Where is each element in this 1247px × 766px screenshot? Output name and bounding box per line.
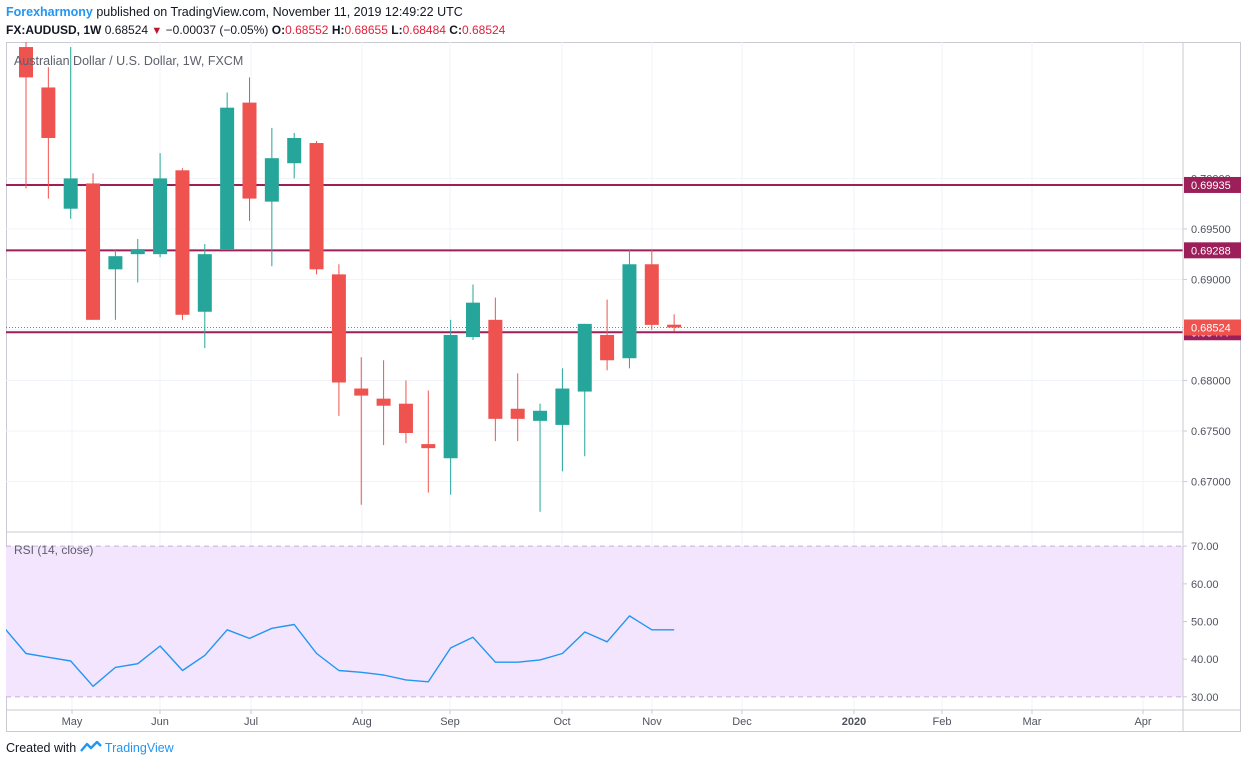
author-link[interactable]: Forexharmony [6,5,93,19]
rsi-tick-label: 50.00 [1191,617,1219,629]
chart-frame [6,42,1241,732]
price-tick-label: 0.69500 [1191,224,1231,236]
candle-body-down [41,87,56,138]
price-tick-label: 0.67500 [1191,426,1231,438]
price-tick-label: 0.67000 [1191,476,1231,488]
time-tick-label: Jun [151,716,169,728]
candle-body-up [466,302,480,338]
rsi-line [6,615,675,687]
level-label: 0.69935 [1191,180,1231,192]
time-tick-label: May [62,716,83,728]
last-price-label: 0.68524 [1191,323,1231,335]
open-label: O: [271,23,286,37]
candle-body-down [398,403,413,433]
candle-body-down [376,398,391,406]
candle-body-up [130,249,145,255]
time-tick-label: Mar [1023,716,1042,728]
candle-body-up [197,254,212,312]
rsi-line-group [6,615,675,687]
candle-body-up [108,256,123,270]
high-label: H: [331,23,345,37]
price-tick-label: 0.68000 [1191,375,1231,387]
low-value: 0.68484 [402,23,446,37]
candle-body-up [622,264,637,359]
candle-body-down [421,444,436,449]
open-value: 0.68552 [285,23,329,37]
chart-title: Australian Dollar / U.S. Dollar, 1W, FXC… [14,54,243,68]
candle-body-down [331,274,346,383]
candle-body-up [153,178,168,255]
footer: Created with TradingView [6,740,174,755]
time-tick-label: Oct [553,716,570,728]
symbol-label: FX:AUDUSD, 1W [6,23,102,37]
candle-body-up [555,388,570,425]
candle-body-down [86,183,101,320]
candle-body-down [309,143,324,270]
candles [19,42,682,512]
down-arrow-icon: ▼ [151,25,163,37]
chart-canvas[interactable]: 0.670000.675000.680000.685000.690000.695… [6,42,1241,732]
candle-body-up [63,178,78,209]
last-price: 0.68524 [104,23,149,37]
close-value: 0.68524 [461,23,506,37]
candle-body-down [644,264,659,325]
candle-body-up [577,323,592,392]
low-label: L: [391,23,403,37]
level-label-bg [1184,242,1241,259]
price-tick-label: 0.69000 [1191,274,1231,286]
rsi-tick-label: 60.00 [1191,579,1219,591]
rsi-band-fill [6,546,1183,697]
candle-body-up [287,137,302,164]
time-tick-label: Nov [642,716,662,728]
tradingview-logo-icon [79,740,102,752]
price-change: −0.00037 (−0.05%) [165,23,269,37]
tradingview-brand[interactable]: TradingView [104,741,174,755]
created-with-label: Created with [6,741,77,755]
candle-body-up [220,107,235,250]
close-label: C: [449,23,462,37]
candle-body-down [667,324,682,328]
candle-body-up [264,158,279,202]
time-tick-label: Aug [352,716,372,728]
rsi-tick-label: 70.00 [1191,541,1219,553]
rsi-band [6,545,1183,698]
candle-body-down [510,408,525,419]
candle-body-up [533,410,548,421]
time-tick-label: Jul [244,716,258,728]
candle-body-down [488,319,503,419]
ohlc-line: FX:AUDUSD, 1W 0.68524 ▼ −0.00037 (−0.05%… [6,23,505,37]
rsi-tick-label: 30.00 [1191,692,1219,704]
last-price-label-bg [1184,319,1241,336]
candle-body-down [19,47,33,78]
time-tick-label: Sep [440,716,460,728]
time-tick-label: Feb [933,716,952,728]
level-label: 0.69288 [1191,245,1231,257]
rsi-tick-label: 40.00 [1191,654,1219,666]
level-label-bg [1184,176,1241,193]
time-tick-label: 2020 [842,716,866,728]
chart-header: Forexharmony published on TradingView.co… [6,5,505,37]
publish-line: Forexharmony published on TradingView.co… [6,5,505,19]
time-tick-label: Dec [732,716,752,728]
candle-body-down [175,170,190,315]
publish-info: published on TradingView.com, November 1… [96,5,463,19]
candle-body-down [600,334,615,361]
candle-body-down [242,102,257,199]
rsi-legend: RSI (14, close) [14,543,93,557]
candle-body-down [354,388,369,396]
candle-body-up [443,334,458,459]
time-tick-label: Apr [1134,716,1151,728]
high-value: 0.68655 [344,23,388,37]
horizontal-lines [6,183,1183,334]
